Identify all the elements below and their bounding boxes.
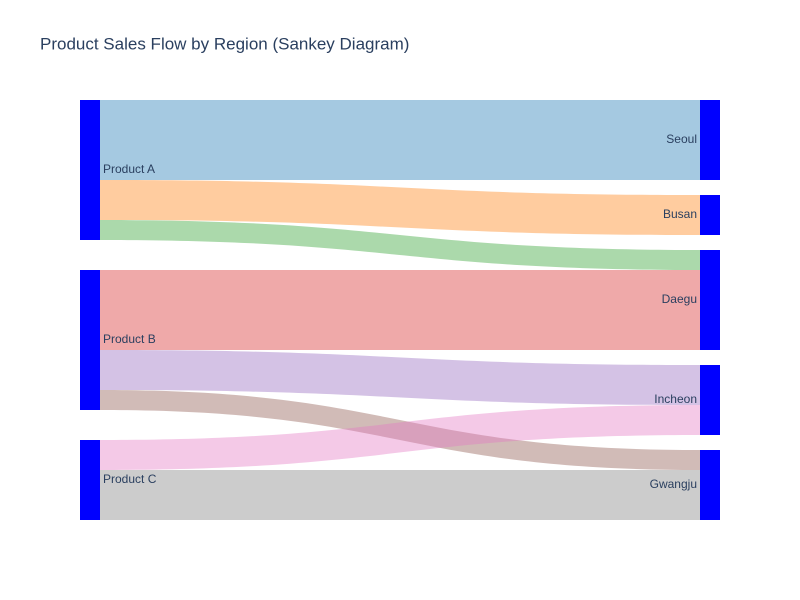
link [100, 220, 700, 270]
link [100, 405, 700, 470]
node [700, 250, 720, 350]
node-label: Product B [103, 332, 156, 346]
node-label: Seoul [666, 132, 697, 146]
node-label: Busan [663, 207, 697, 221]
link [100, 180, 700, 235]
node [700, 195, 720, 235]
node [80, 440, 100, 520]
node [80, 270, 100, 410]
links [100, 100, 700, 520]
node [700, 450, 720, 520]
node-label: Product C [103, 472, 157, 486]
link [100, 100, 700, 180]
link [100, 470, 700, 520]
link [100, 350, 700, 405]
node-label: Product A [103, 162, 155, 176]
node-label: Gwangju [650, 477, 697, 491]
node [700, 100, 720, 180]
link [100, 390, 700, 470]
node [80, 100, 100, 240]
chart-title: Product Sales Flow by Region (Sankey Dia… [40, 34, 409, 53]
link [100, 270, 700, 350]
node [700, 365, 720, 435]
node-label: Incheon [654, 392, 697, 406]
node-label: Daegu [662, 292, 697, 306]
nodes: Product A Product B Product C Seoul Busan Dae… [80, 100, 720, 520]
